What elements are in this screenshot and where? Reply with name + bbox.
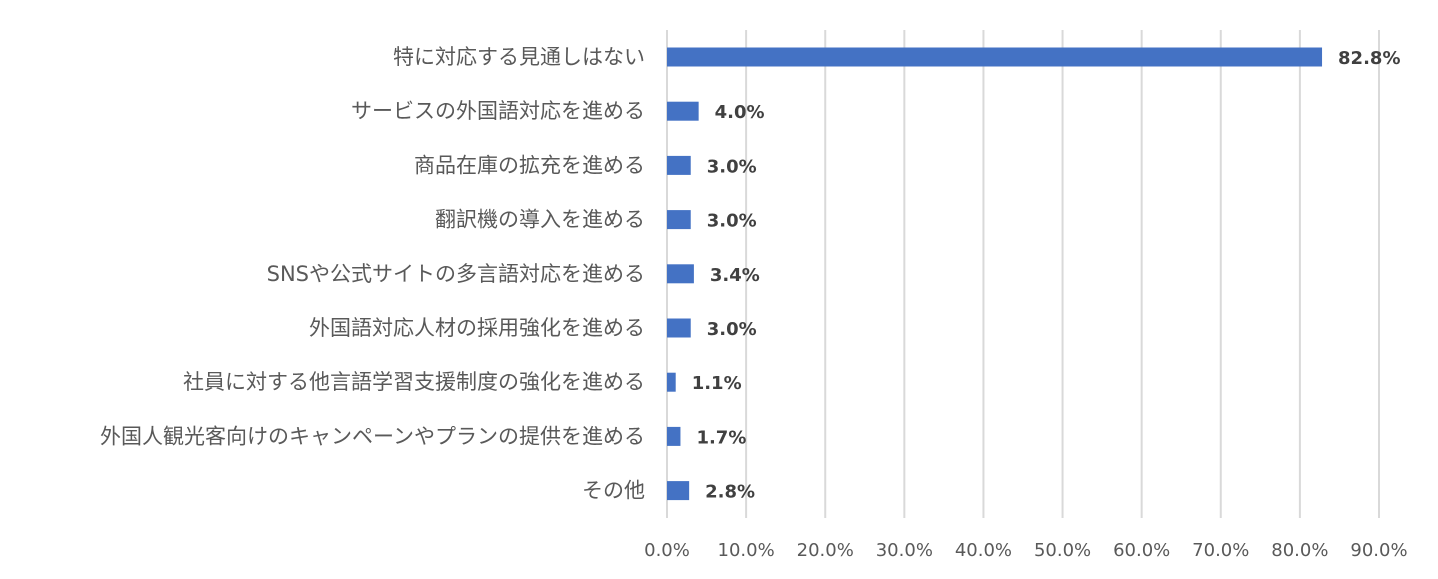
category-label: 外国語対応人材の採用強化を進める — [309, 316, 645, 340]
x-tick-label: 40.0% — [955, 540, 1012, 561]
x-tick-label: 20.0% — [797, 540, 854, 561]
x-tick-label: 60.0% — [1113, 540, 1170, 561]
bar — [667, 101, 699, 121]
x-tick-label: 70.0% — [1192, 540, 1249, 561]
category-label: 外国人観光客向けのキャンペーンやプランの提供を進める — [100, 424, 645, 448]
bar — [667, 210, 691, 230]
bar — [667, 47, 1323, 67]
data-label: 4.0% — [715, 102, 765, 123]
category-label: その他 — [582, 479, 645, 503]
category-labels: 特に対応する見通しはないサービスの外国語対応を進める商品在庫の拡充を進める翻訳機… — [100, 45, 645, 503]
bar — [667, 481, 690, 501]
data-label: 3.4% — [710, 265, 760, 286]
data-label: 1.1% — [692, 373, 742, 394]
category-label: 翻訳機の導入を進める — [435, 208, 645, 232]
data-label: 2.8% — [705, 482, 755, 503]
x-tick-label: 80.0% — [1271, 540, 1328, 561]
data-label: 82.8% — [1338, 48, 1400, 69]
category-label: SNSや公式サイトの多言語対応を進める — [267, 262, 645, 286]
bar — [667, 426, 681, 446]
x-tick-label: 10.0% — [718, 540, 775, 561]
data-label: 3.0% — [707, 156, 757, 177]
category-label: 特に対応する見通しはない — [393, 45, 645, 69]
x-tick-label: 0.0% — [644, 540, 690, 561]
x-tick-label: 50.0% — [1034, 540, 1091, 561]
gridlines — [666, 30, 1380, 518]
bar — [667, 264, 694, 284]
x-tick-label: 90.0% — [1350, 540, 1407, 561]
category-label: サービスの外国語対応を進める — [351, 99, 645, 123]
bar — [667, 372, 676, 392]
category-label: 商品在庫の拡充を進める — [414, 153, 645, 177]
x-tick-label: 30.0% — [876, 540, 933, 561]
x-axis-tick-labels: 0.0% 10.0% 20.0% 30.0% 40.0% 50.0% 60.0% 70.0% 8… — [644, 540, 1407, 561]
data-label: 3.0% — [707, 319, 757, 340]
bar — [667, 155, 691, 175]
data-label: 3.0% — [707, 211, 757, 232]
data-labels: 82.8% 4.0% 3.0% 3.0% 3.4% 3.0% 1.1% 1.7% 2.8% — [692, 48, 1401, 503]
category-label: 社員に対する他言語学習支援制度の強化を進める — [183, 370, 645, 394]
bar — [667, 318, 691, 338]
data-label: 1.7% — [696, 427, 746, 448]
bars — [667, 47, 1323, 501]
